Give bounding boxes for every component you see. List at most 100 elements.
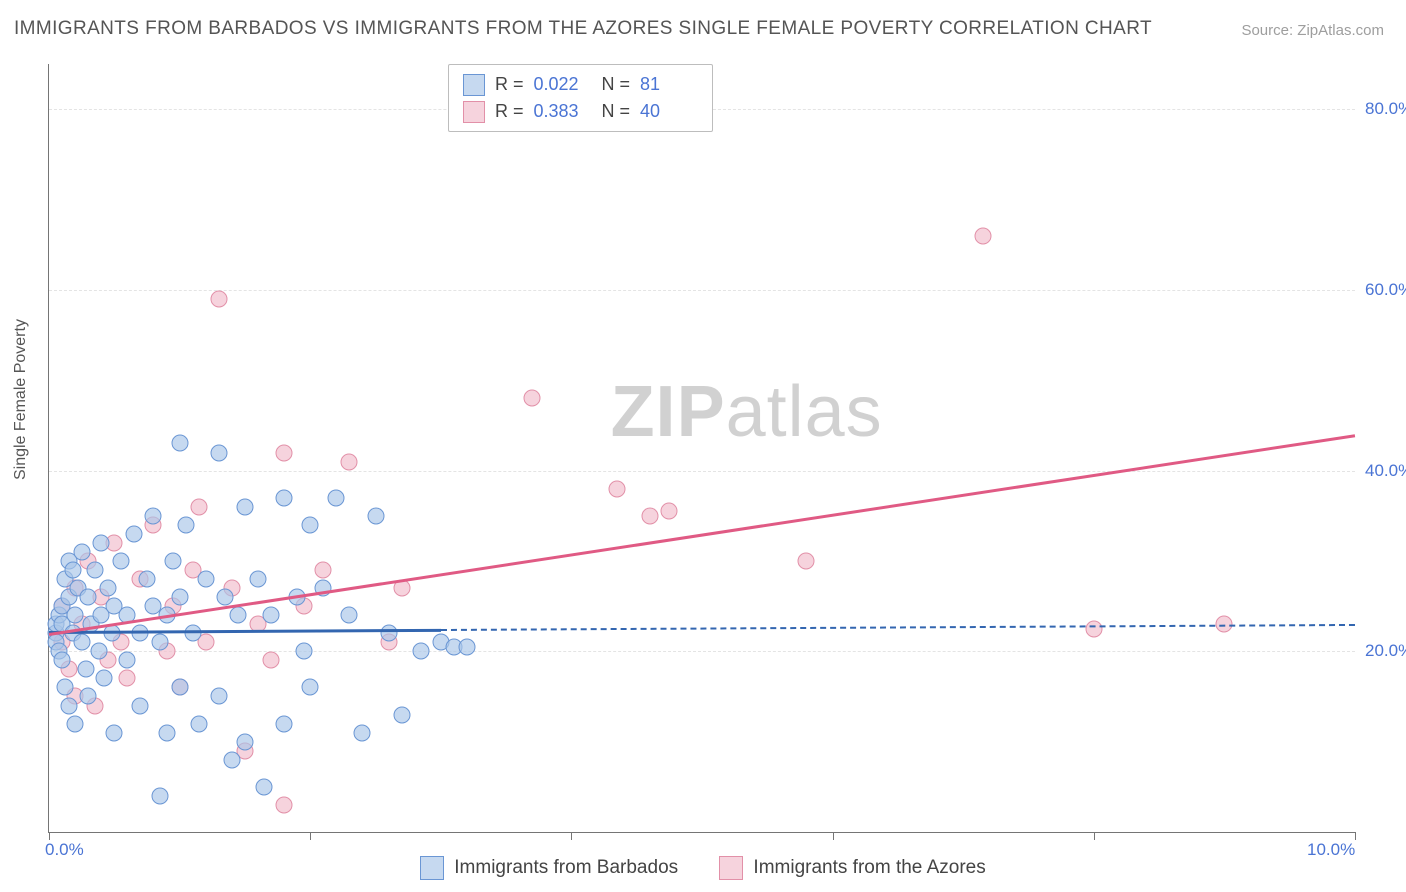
scatter-point [119, 652, 136, 669]
scatter-point [93, 534, 110, 551]
scatter-point [80, 688, 97, 705]
legend-r-value-blue: 0.022 [534, 71, 592, 98]
scatter-point [210, 290, 227, 307]
scatter-point [191, 715, 208, 732]
y-axis-label: Single Female Poverty [12, 319, 30, 480]
legend-swatch-blue [420, 856, 444, 880]
scatter-point [974, 227, 991, 244]
legend-swatch-blue [463, 74, 485, 96]
scatter-point [230, 607, 247, 624]
scatter-point [138, 571, 155, 588]
scatter-point [341, 453, 358, 470]
scatter-point [413, 643, 430, 660]
scatter-point [86, 561, 103, 578]
legend-n-value-blue: 81 [640, 71, 698, 98]
scatter-point [458, 638, 475, 655]
scatter-point [73, 634, 90, 651]
legend-stats: R = 0.022 N = 81 R = 0.383 N = 40 [448, 64, 713, 132]
scatter-point [315, 561, 332, 578]
legend-item-blue: Immigrants from Barbados [420, 856, 678, 880]
legend-stats-row: R = 0.022 N = 81 [463, 71, 698, 98]
scatter-point [354, 724, 371, 741]
scatter-point [302, 679, 319, 696]
legend-stats-row: R = 0.383 N = 40 [463, 98, 698, 125]
scatter-point [236, 733, 253, 750]
scatter-point [609, 480, 626, 497]
scatter-plot: 20.0%40.0%60.0%80.0%0.0%10.0%ZIPatlas [48, 64, 1355, 833]
scatter-point [236, 498, 253, 515]
legend-swatch-pink [719, 856, 743, 880]
chart-title: IMMIGRANTS FROM BARBADOS VS IMMIGRANTS F… [14, 18, 1152, 40]
scatter-point [217, 589, 234, 606]
scatter-point [145, 507, 162, 524]
scatter-point [641, 507, 658, 524]
scatter-point [191, 498, 208, 515]
scatter-point [67, 607, 84, 624]
y-tick-label: 60.0% [1365, 280, 1406, 300]
scatter-point [64, 561, 81, 578]
scatter-point [256, 778, 273, 795]
scatter-point [197, 571, 214, 588]
scatter-point [276, 715, 293, 732]
scatter-point [77, 661, 94, 678]
scatter-point [171, 679, 188, 696]
legend-r-label: R = [495, 71, 524, 98]
scatter-point [276, 444, 293, 461]
scatter-point [302, 516, 319, 533]
scatter-point [171, 435, 188, 452]
scatter-point [249, 571, 266, 588]
legend-label-blue: Immigrants from Barbados [454, 857, 678, 879]
scatter-point [171, 589, 188, 606]
scatter-point [661, 503, 678, 520]
legend-label-pink: Immigrants from the Azores [753, 857, 985, 879]
scatter-point [152, 787, 169, 804]
legend-n-value-pink: 40 [640, 98, 698, 125]
scatter-point [95, 670, 112, 687]
scatter-point [341, 607, 358, 624]
scatter-point [263, 607, 280, 624]
y-tick-label: 20.0% [1365, 641, 1406, 661]
scatter-point [223, 751, 240, 768]
scatter-point [60, 697, 77, 714]
scatter-point [210, 688, 227, 705]
scatter-point [73, 543, 90, 560]
legend-n-label: N = [602, 71, 631, 98]
regression-line [49, 434, 1355, 636]
legend-series: Immigrants from Barbados Immigrants from… [0, 856, 1406, 886]
scatter-point [54, 652, 71, 669]
scatter-point [367, 507, 384, 524]
scatter-point [295, 643, 312, 660]
scatter-point [80, 589, 97, 606]
scatter-point [380, 625, 397, 642]
scatter-point [1085, 620, 1102, 637]
scatter-point [67, 715, 84, 732]
scatter-point [125, 525, 142, 542]
y-tick-label: 80.0% [1365, 99, 1406, 119]
scatter-point [90, 643, 107, 660]
scatter-point [276, 489, 293, 506]
scatter-point [132, 697, 149, 714]
legend-r-label: R = [495, 98, 524, 125]
watermark: ZIPatlas [611, 371, 883, 453]
legend-n-label: N = [602, 98, 631, 125]
scatter-point [328, 489, 345, 506]
scatter-point [276, 796, 293, 813]
legend-swatch-pink [463, 101, 485, 123]
scatter-point [99, 580, 116, 597]
scatter-point [106, 724, 123, 741]
legend-item-pink: Immigrants from the Azores [719, 856, 985, 880]
scatter-point [165, 552, 182, 569]
scatter-point [393, 706, 410, 723]
scatter-point [210, 444, 227, 461]
scatter-point [178, 516, 195, 533]
source-label: Source: ZipAtlas.com [1241, 22, 1384, 39]
scatter-point [56, 679, 73, 696]
scatter-point [263, 652, 280, 669]
y-tick-label: 40.0% [1365, 461, 1406, 481]
scatter-point [798, 552, 815, 569]
scatter-point [119, 670, 136, 687]
scatter-point [158, 724, 175, 741]
legend-r-value-pink: 0.383 [534, 98, 592, 125]
scatter-point [152, 634, 169, 651]
scatter-point [524, 390, 541, 407]
